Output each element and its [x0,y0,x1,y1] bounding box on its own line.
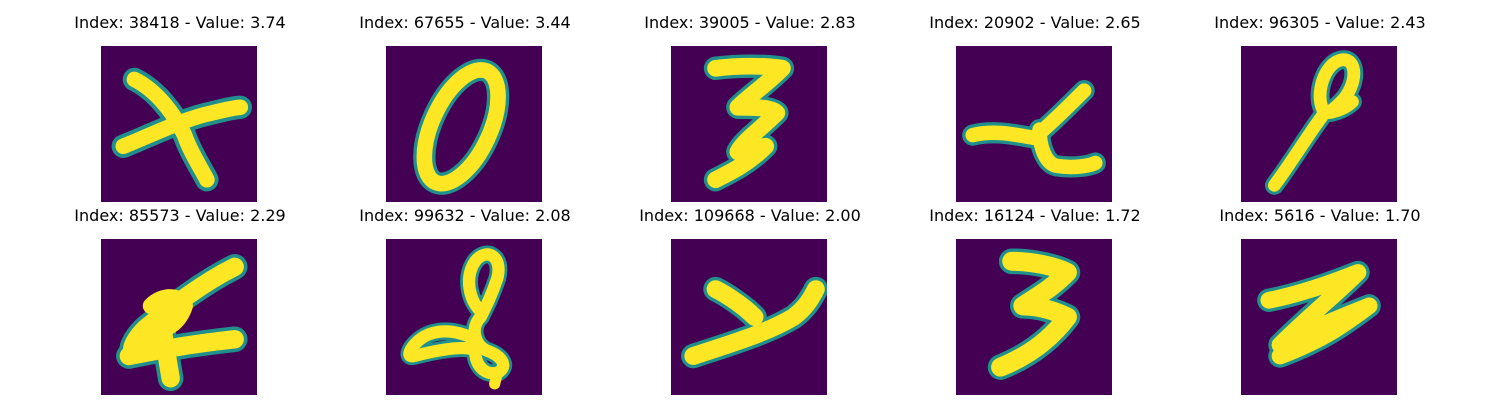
sample-cell: Index: 20902 - Value: 2.65 [885,13,1185,203]
sample-cell: Index: 38418 - Value: 3.74 [30,13,330,203]
sample-title: Index: 85573 - Value: 2.29 [74,206,286,225]
sample-cell: Index: 96305 - Value: 2.43 [1170,13,1470,203]
sample-cell: Index: 16124 - Value: 1.72 [885,206,1185,396]
sample-title: Index: 39005 - Value: 2.83 [644,13,856,32]
sample-image [671,239,827,395]
sample-title: Index: 96305 - Value: 2.43 [1214,13,1426,32]
sample-image [956,239,1112,395]
sample-image [386,46,542,202]
sample-cell: Index: 39005 - Value: 2.83 [600,13,900,203]
sample-title: Index: 20902 - Value: 2.65 [929,13,1141,32]
sample-image [1241,46,1397,202]
sample-cell: Index: 5616 - Value: 1.70 [1170,206,1470,396]
sample-cell: Index: 85573 - Value: 2.29 [30,206,330,396]
sample-title: Index: 16124 - Value: 1.72 [929,206,1141,225]
sample-title: Index: 67655 - Value: 3.44 [359,13,571,32]
sample-image [386,239,542,395]
sample-image [101,239,257,395]
sample-cell: Index: 67655 - Value: 3.44 [315,13,615,203]
sample-cell: Index: 99632 - Value: 2.08 [315,206,615,396]
sample-image [956,46,1112,202]
sample-title: Index: 5616 - Value: 1.70 [1219,206,1421,225]
sample-image [671,46,827,202]
sample-image [101,46,257,202]
sample-image [1241,239,1397,395]
sample-cell: Index: 109668 - Value: 2.00 [600,206,900,396]
sample-title: Index: 109668 - Value: 2.00 [639,206,861,225]
sample-title: Index: 38418 - Value: 3.74 [74,13,286,32]
sample-title: Index: 99632 - Value: 2.08 [359,206,571,225]
